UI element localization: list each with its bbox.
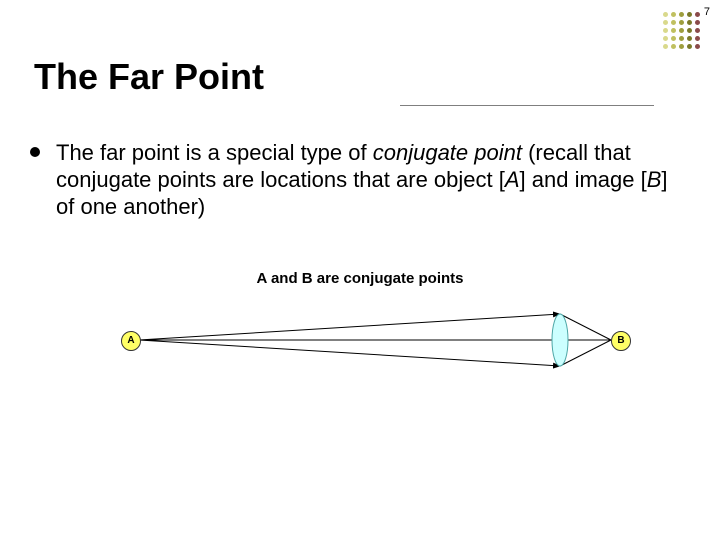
decor-dot bbox=[679, 28, 684, 33]
decor-dot bbox=[695, 36, 700, 41]
body-italic-conjugate: conjugate point bbox=[373, 140, 522, 165]
decor-dot bbox=[687, 20, 692, 25]
decor-dot bbox=[663, 20, 668, 25]
decor-dot bbox=[679, 36, 684, 41]
decor-dot bbox=[695, 44, 700, 49]
slide: 7 The Far Point The far point is a speci… bbox=[0, 0, 720, 540]
slide-title: The Far Point bbox=[34, 56, 264, 98]
decor-dot bbox=[679, 20, 684, 25]
decor-dot bbox=[663, 12, 668, 17]
decor-dot bbox=[671, 12, 676, 17]
body-italic-b: B bbox=[647, 167, 662, 192]
page-number: 7 bbox=[704, 6, 710, 18]
body-mid2: ] and image [ bbox=[520, 167, 647, 192]
body-italic-a: A bbox=[505, 167, 520, 192]
decor-dot bbox=[663, 28, 668, 33]
corner-dot-grid bbox=[660, 12, 700, 52]
decor-dot bbox=[695, 28, 700, 33]
decor-dot bbox=[679, 12, 684, 17]
decor-dot bbox=[671, 28, 676, 33]
body-text: The far point is a special type of conju… bbox=[56, 140, 690, 220]
decor-dot bbox=[695, 20, 700, 25]
decor-dot bbox=[679, 44, 684, 49]
decor-dot bbox=[671, 36, 676, 41]
decor-dot bbox=[671, 20, 676, 25]
node-b: B bbox=[611, 331, 631, 351]
decor-dot bbox=[687, 28, 692, 33]
body-row: The far point is a special type of conju… bbox=[30, 140, 690, 220]
node-a: A bbox=[121, 331, 141, 351]
decor-dot bbox=[663, 36, 668, 41]
decor-dot bbox=[695, 12, 700, 17]
decor-dot bbox=[687, 36, 692, 41]
decor-dot bbox=[671, 44, 676, 49]
decor-dot bbox=[687, 12, 692, 17]
decor-dot bbox=[663, 44, 668, 49]
bullet-icon bbox=[30, 147, 40, 157]
body-prefix: The far point is a special type of bbox=[56, 140, 373, 165]
optics-diagram: A B bbox=[0, 300, 720, 380]
decor-dot bbox=[687, 44, 692, 49]
diagram-caption: A and B are conjugate points bbox=[0, 270, 720, 287]
title-underline bbox=[400, 105, 654, 106]
